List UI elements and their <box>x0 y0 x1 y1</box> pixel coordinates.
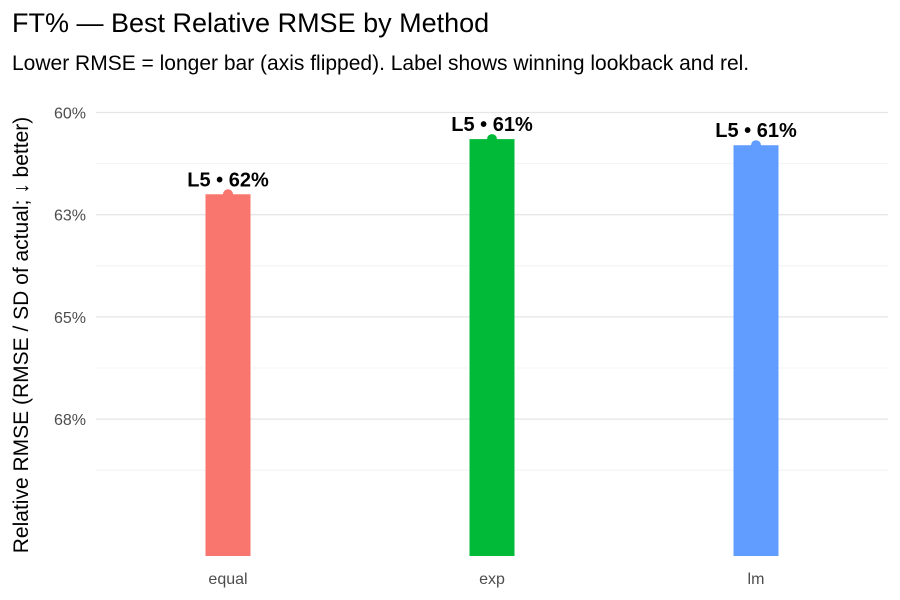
y-tick-label: 68% <box>54 412 86 429</box>
axis-ticks: 60% 63% 65% 68% equal exp lm <box>54 106 764 588</box>
x-tick-label: lm <box>748 571 765 588</box>
bar-point-exp <box>487 134 497 145</box>
bar-labels: L5 • 62% L5 • 61% L5 • 61% <box>187 114 797 191</box>
bar-equal <box>205 194 251 556</box>
chart-title: FT% — Best Relative RMSE by Method <box>12 8 490 38</box>
y-tick-label: 65% <box>54 310 86 327</box>
chart-subtitle: Lower RMSE = longer bar (axis flipped). … <box>12 52 750 75</box>
x-tick-label: equal <box>208 571 247 588</box>
bar-value-label: L5 • 61% <box>715 120 797 142</box>
bars <box>205 134 779 556</box>
y-tick-label: 60% <box>54 106 86 123</box>
bar-value-label: L5 • 61% <box>451 114 533 136</box>
bar-point-lm <box>751 140 761 151</box>
bar-point-equal <box>223 189 233 200</box>
bar-value-label: L5 • 62% <box>187 169 269 191</box>
y-tick-label: 63% <box>54 208 86 225</box>
bar-exp <box>469 139 515 556</box>
bar-lm <box>733 145 779 556</box>
x-tick-label: exp <box>479 571 505 588</box>
